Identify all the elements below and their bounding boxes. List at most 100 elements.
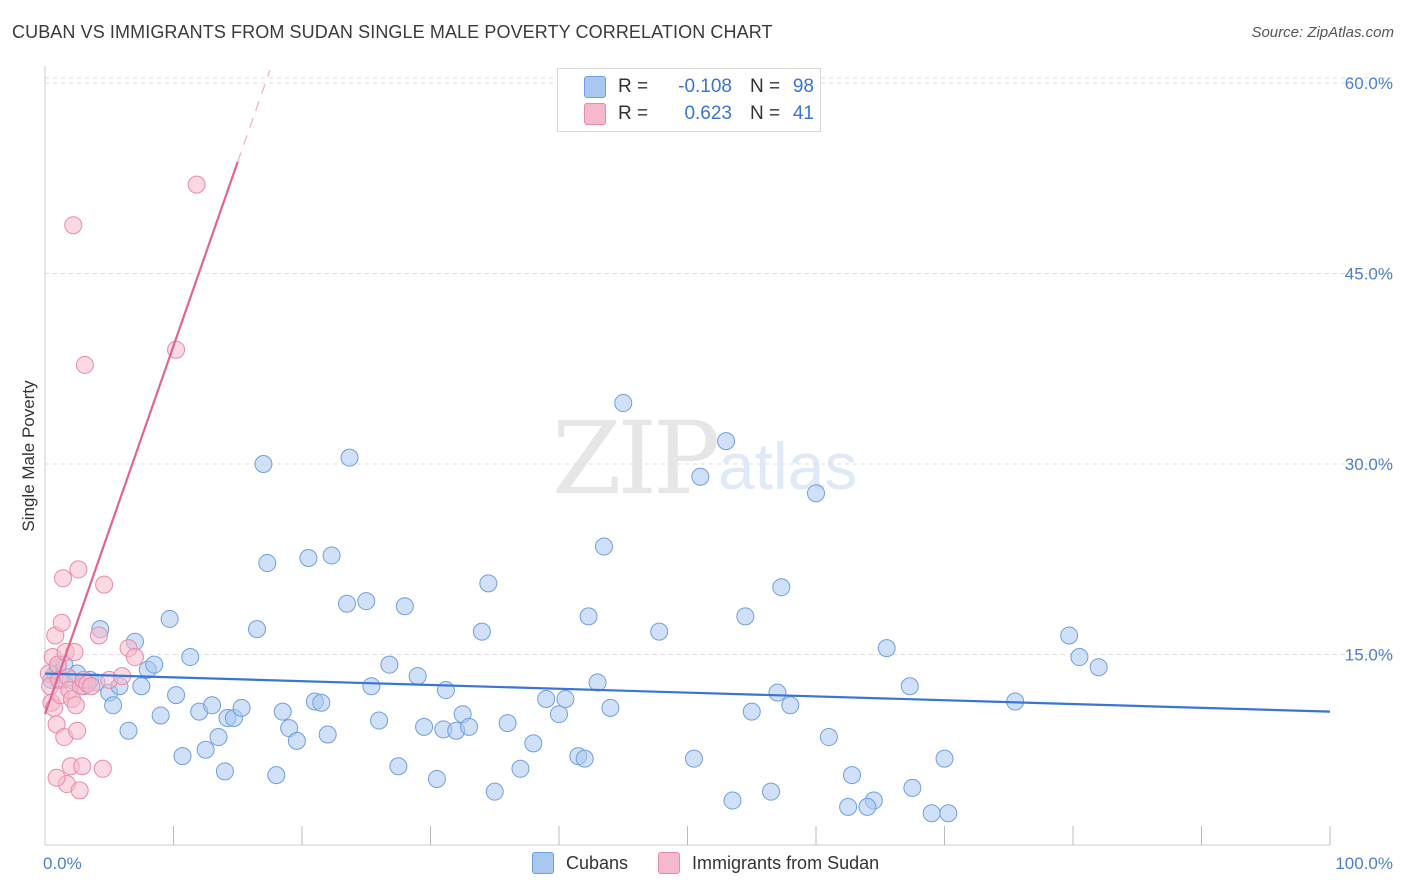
- series-legend-item-cubans[interactable]: Cubans: [532, 852, 628, 874]
- series-legend-label-cubans: Cubans: [566, 852, 629, 873]
- cubans-point: [939, 804, 958, 823]
- sudan-point: [70, 781, 89, 800]
- cubans-point: [104, 696, 123, 715]
- cubans-point: [935, 749, 954, 768]
- watermark-zip: ZIP: [552, 400, 720, 517]
- cubans-point: [807, 484, 825, 503]
- y-tick-label: 30.0%: [1345, 455, 1393, 474]
- cubans-point: [614, 394, 633, 413]
- sudan-point: [52, 613, 71, 632]
- cubans-point: [232, 698, 251, 717]
- cubans-point: [167, 686, 186, 705]
- series-legend: Cubans Immigrants from Sudan: [532, 852, 909, 874]
- cubans-point: [408, 667, 427, 686]
- cubans-point: [380, 655, 399, 674]
- cubans-point: [258, 554, 277, 573]
- axes-layer: [44, 66, 1331, 846]
- cubans-point: [415, 717, 434, 736]
- sudan-point: [82, 677, 101, 696]
- cubans-point: [254, 455, 273, 473]
- cubans-point: [196, 740, 215, 759]
- cubans-point: [1060, 626, 1079, 645]
- cubans-point: [650, 622, 669, 641]
- cubans-point: [900, 677, 919, 696]
- cubans-point: [436, 681, 455, 700]
- legend-n-label: N =: [750, 103, 781, 124]
- x-tick-label: 0.0%: [43, 854, 82, 873]
- cubans-point: [340, 448, 359, 467]
- cubans-point: [691, 467, 710, 486]
- cubans-point: [427, 769, 446, 788]
- grid-layer: [45, 77, 1392, 655]
- sudan-point: [64, 216, 83, 235]
- cubans-point: [781, 696, 800, 715]
- cubans-point: [145, 655, 164, 674]
- cubans-point: [736, 607, 755, 626]
- series-legend-label-sudan: Immigrants from Sudan: [692, 852, 880, 873]
- cubans-point: [772, 578, 791, 597]
- cubans-point: [273, 702, 292, 721]
- legend-n-label: N =: [750, 76, 781, 97]
- y-tick-label: 15.0%: [1345, 646, 1393, 665]
- cubans-point: [524, 734, 543, 753]
- sudan-point: [68, 721, 87, 740]
- cubans-trend-line: [44, 672, 1331, 713]
- cubans-point: [858, 797, 877, 816]
- y-tick-label: 60.0%: [1345, 74, 1393, 93]
- sudan-point: [47, 768, 66, 787]
- cubans-point: [537, 689, 556, 708]
- y-axis-label: Single Male Poverty: [19, 380, 38, 532]
- cubans-point: [594, 537, 613, 556]
- sudan-point: [89, 626, 108, 645]
- cubans-point: [318, 725, 337, 744]
- legend-r-value: 0.623: [684, 103, 732, 124]
- cubans-point: [768, 683, 787, 702]
- points-layer: [39, 175, 1108, 823]
- series-legend-swatch-sudan: [658, 852, 681, 874]
- cubans-point: [362, 677, 381, 696]
- cubans-point: [588, 673, 607, 692]
- trend-layer: [43, 70, 1331, 715]
- cubans-point: [742, 702, 761, 721]
- legend-row-sudan: R = 0.623 N = 41: [584, 102, 814, 126]
- cubans-point: [215, 762, 234, 781]
- source-label: Source: ZipAtlas.com: [1251, 24, 1394, 41]
- cubans-point: [877, 639, 896, 658]
- sudan-point: [95, 575, 114, 594]
- cubans-point: [287, 731, 306, 750]
- legend-n-value: 41: [792, 103, 814, 124]
- cubans-point: [1070, 648, 1089, 667]
- legend-r-label: R =: [618, 76, 649, 97]
- legend-row-cubans: R = -0.108 N = 98: [584, 75, 814, 99]
- cubans-point: [357, 592, 376, 611]
- cubans-point: [1089, 658, 1108, 677]
- cubans-point: [173, 747, 192, 766]
- sudan-point: [125, 648, 144, 667]
- cubans-point: [485, 782, 504, 801]
- stats-legend: R = -0.108 N = 98 R = 0.623 N = 41: [557, 68, 821, 132]
- cubans-point: [389, 757, 408, 776]
- cubans-point: [498, 714, 517, 733]
- cubans-point: [181, 648, 200, 667]
- cubans-point: [922, 804, 941, 823]
- cubans-point: [119, 721, 138, 740]
- sudan-point: [73, 757, 92, 776]
- legend-swatch-sudan: [584, 103, 606, 125]
- cubans-point: [575, 749, 594, 768]
- cubans-point: [460, 717, 479, 736]
- cubans-point: [132, 677, 151, 696]
- sudan-trend-line: [43, 161, 239, 715]
- cubans-point: [267, 766, 286, 785]
- cubans-point: [717, 432, 736, 451]
- cubans-point: [299, 548, 318, 567]
- cubans-point: [601, 698, 620, 717]
- series-legend-item-sudan[interactable]: Immigrants from Sudan: [658, 852, 879, 874]
- legend-swatch-cubans: [584, 76, 606, 98]
- chart-title: CUBAN VS IMMIGRANTS FROM SUDAN SINGLE MA…: [12, 22, 773, 42]
- sudan-point: [75, 355, 94, 374]
- cubans-point: [723, 791, 742, 810]
- cubans-point: [842, 766, 861, 785]
- watermark-atlas: atlas: [718, 429, 858, 503]
- y-tick-label: 45.0%: [1345, 265, 1393, 284]
